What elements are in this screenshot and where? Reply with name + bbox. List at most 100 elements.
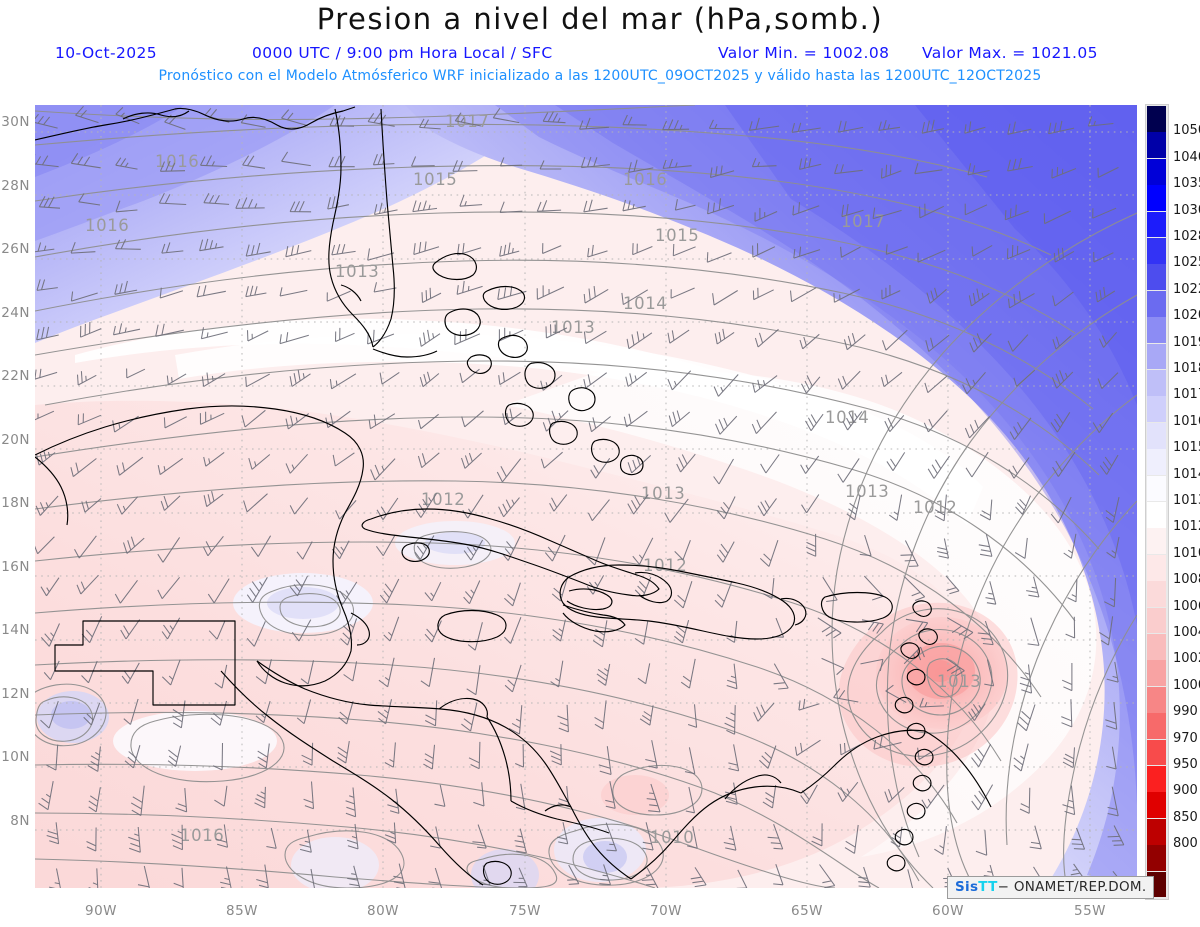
shading-northeast-blue-4: [725, 105, 1137, 625]
svg-text:1010: 1010: [650, 828, 694, 847]
colorbar-tick: 1035: [1173, 176, 1200, 192]
coast-hispaniola-haiti-s: [562, 604, 626, 633]
ylabel-12N: 12N: [1, 686, 30, 702]
colorbar-band: [1147, 502, 1166, 528]
coast-florida-keys: [372, 348, 438, 358]
ylabel-24N: 24N: [1, 305, 30, 321]
xlabel-90W: 90W: [84, 903, 118, 919]
shading-white-ridge-2: [175, 333, 983, 525]
shading-northeast-blue-3: [555, 105, 1137, 805]
coast-hispaniola-haiti-n: [566, 588, 613, 611]
coast-bahamas-7: [568, 387, 596, 412]
svg-text:1014: 1014: [825, 408, 869, 427]
coast-florida-east: [372, 108, 395, 348]
map-plot-area[interactable]: 1017 1016 1016 1015 1016 1013 1015 1017 …: [35, 105, 1137, 888]
border-guatemala: [54, 620, 236, 706]
colorbar-tick: 1008: [1173, 572, 1200, 588]
coast-nicaragua-coast: [486, 716, 512, 802]
coast-yucatan-belize: [350, 612, 370, 646]
isobar-contours: [35, 105, 1137, 888]
colorbar-band: [1147, 739, 1166, 766]
shading-northeast-blue-5: [915, 105, 1137, 405]
colorbar-band: [1147, 343, 1166, 370]
colorbar-band: [1147, 766, 1166, 792]
colorbar-band: [1147, 528, 1166, 555]
forecast-date: 10-Oct-2025: [55, 44, 157, 62]
agency-text: − ONAMET/REP.DOM.: [997, 879, 1147, 895]
pressure-colorbar[interactable]: 1050 1040 1035 1030 1028 1025 1022 1020 1019 1018…: [1145, 104, 1200, 904]
xlabel-80W: 80W: [366, 903, 400, 919]
coast-cuba: [361, 508, 660, 597]
colorbar-band: [1147, 713, 1166, 739]
colorbar-tick: 970: [1173, 730, 1198, 746]
colorbar-band: [1147, 792, 1166, 819]
ylabel-26N: 26N: [1, 241, 30, 257]
colorbar-tick: 1002: [1173, 651, 1200, 667]
colorbar-tick: 900: [1173, 783, 1198, 799]
coast-us-gulf-detail: [122, 110, 190, 120]
coast-bahamas-3: [444, 308, 481, 336]
colorbar-band: [1147, 132, 1166, 159]
colorbar-tick: 1028: [1173, 229, 1200, 244]
coast-panama: [510, 800, 610, 834]
coast-bahamas-5: [524, 362, 556, 389]
colorbar-band: [1147, 396, 1166, 423]
sis-logo-text: Sis: [955, 879, 979, 895]
colorbar-band: [1147, 264, 1166, 291]
xlabel-55W: 55W: [1073, 903, 1107, 919]
coast-lesser-antilles: [886, 600, 938, 872]
svg-text:1012: 1012: [421, 490, 465, 509]
colorbar-tick: 1050: [1173, 123, 1200, 139]
shading-northeast-blue-2: [495, 105, 1137, 888]
colorbar-band: [1147, 845, 1166, 871]
ylabel-8N: 8N: [10, 813, 30, 829]
forecast-cycle: 0000 UTC / 9:00 pm Hora Local / SFC: [252, 44, 553, 62]
colorbar-band: [1147, 475, 1166, 502]
colorbar-tick: 1010: [1173, 545, 1200, 561]
value-min-label: Valor Min. = 1002.08: [718, 44, 890, 62]
subtitle-line-1: 10-Oct-2025 0000 UTC / 9:00 pm Hora Loca…: [0, 44, 1160, 64]
ylabel-14N: 14N: [1, 622, 30, 638]
coast-florida-west: [328, 108, 374, 348]
svg-text:1012: 1012: [643, 556, 687, 575]
wind-barbs: [35, 105, 1128, 888]
xlabel-70W: 70W: [649, 903, 683, 919]
colorbar-tick: 990: [1173, 704, 1198, 720]
colorbar-tick: 1015: [1173, 440, 1200, 456]
colorbar-tick: 1000: [1173, 677, 1200, 693]
colorbar-tick: 1040: [1173, 149, 1200, 165]
coast-us-gulf: [35, 106, 356, 141]
colorbar-band: [1147, 660, 1166, 687]
svg-text:1013: 1013: [551, 318, 595, 337]
colorbar-tick: 850: [1173, 809, 1198, 825]
coast-mexico-west: [35, 456, 69, 526]
coast-jamaica: [437, 609, 507, 643]
colorbar-band: [1147, 106, 1166, 132]
colorbar-band: [1147, 290, 1166, 317]
ylabel-22N: 22N: [1, 368, 30, 384]
xlabel-60W: 60W: [931, 903, 965, 919]
value-max-label: Valor Max. = 1021.05: [922, 44, 1098, 62]
ylabel-28N: 28N: [1, 178, 30, 194]
coast-bahamas-11: [619, 454, 644, 476]
coast-bahamas-1: [432, 252, 477, 281]
svg-text:1015: 1015: [655, 226, 699, 245]
svg-text:1017: 1017: [445, 112, 489, 131]
colorbar-tick: 1030: [1173, 202, 1200, 218]
coast-panama-canal: [544, 804, 572, 812]
coast-venezuela: [800, 729, 926, 794]
coast-dr-east: [780, 597, 807, 626]
colorbar-band: [1147, 185, 1166, 211]
svg-text:1013: 1013: [335, 262, 379, 281]
colorbar-band: [1147, 554, 1166, 581]
ylabel-20N: 20N: [1, 432, 30, 448]
coast-hispaniola: [559, 564, 796, 640]
ylabel-18N: 18N: [1, 495, 30, 511]
page-title: Presion a nivel del mar (hPa,somb.): [316, 2, 884, 36]
shading-pocket-guatemala-2: [51, 701, 91, 729]
coast-guyana: [924, 730, 992, 808]
colorbar-band: [1147, 211, 1166, 238]
svg-text:1015: 1015: [413, 170, 457, 189]
credit-badge: SisTT− ONAMET/REP.DOM.: [947, 876, 1155, 899]
ylabel-10N: 10N: [1, 749, 30, 765]
